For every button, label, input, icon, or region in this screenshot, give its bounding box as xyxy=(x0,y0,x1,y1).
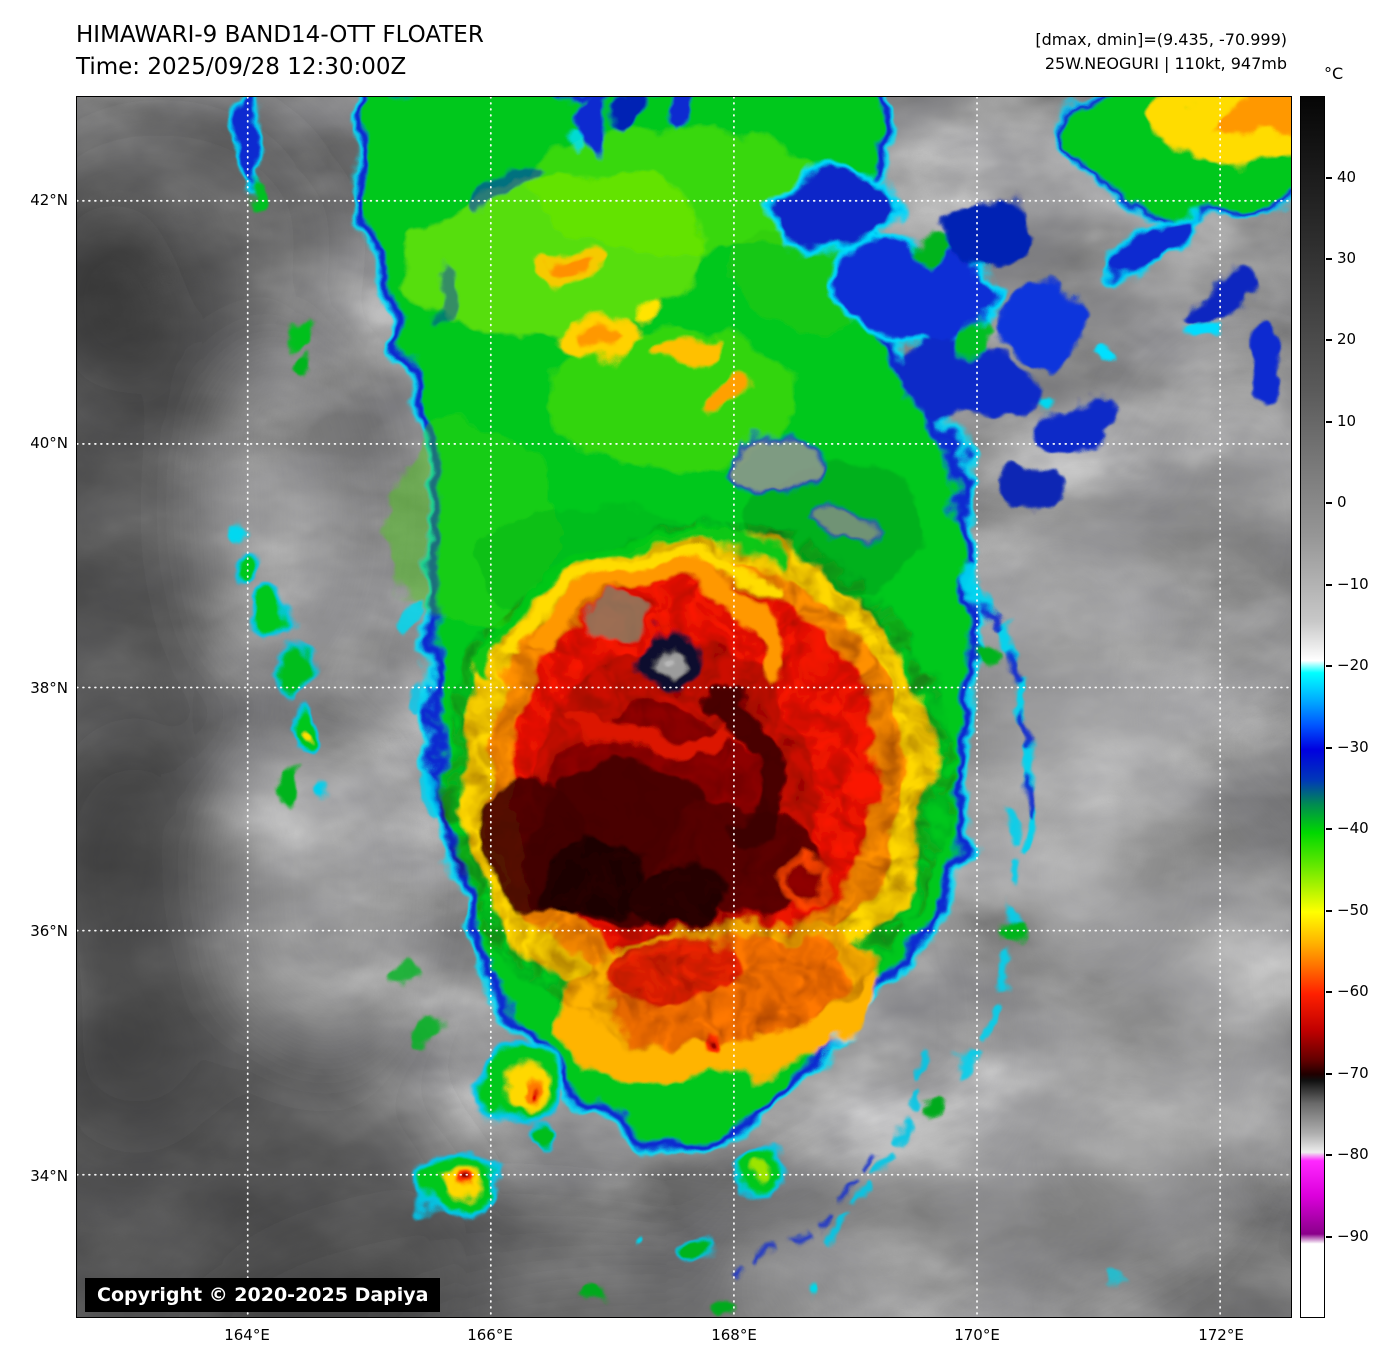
colorbar-tick-label: −70 xyxy=(1337,1064,1369,1082)
colorbar-tickmark xyxy=(1326,910,1332,912)
colorbar-tick-label: 10 xyxy=(1337,412,1357,430)
colorbar-tickmark xyxy=(1326,1073,1332,1075)
lon-label-170e: 170°E xyxy=(954,1326,1000,1344)
lon-label-172e: 172°E xyxy=(1198,1326,1244,1344)
figure-title: HIMAWARI-9 BAND14-OTT FLOATER xyxy=(76,22,484,48)
colorbar-tick-label: −50 xyxy=(1337,901,1369,919)
lat-label-38n: 38°N xyxy=(30,679,68,697)
colorbar-tick-label: 40 xyxy=(1337,168,1357,186)
satellite-image xyxy=(77,97,1291,1317)
west-edge-cells xyxy=(229,97,329,804)
colorbar-tick-label: 0 xyxy=(1337,493,1347,511)
colorbar-tickmark xyxy=(1326,258,1332,260)
east-rainbands xyxy=(732,560,1040,1275)
colorbar-tickmark xyxy=(1326,1154,1332,1156)
lat-label-34n: 34°N xyxy=(30,1167,68,1185)
colorbar-bar xyxy=(1300,96,1325,1318)
colorbar-tickmark xyxy=(1326,584,1332,586)
colorbar-tick-label: −30 xyxy=(1337,738,1369,756)
eyewall-swirl xyxy=(481,527,795,849)
lat-label-36n: 36°N xyxy=(30,922,68,940)
colorbar-tickmark xyxy=(1326,991,1332,993)
colorbar-tickmark xyxy=(1326,1236,1332,1238)
graticule xyxy=(77,97,1291,1317)
lat-label-42n: 42°N xyxy=(30,191,68,209)
colorbar-tickmark xyxy=(1326,339,1332,341)
cold-cloud-features xyxy=(229,97,1291,1311)
lon-label-166e: 166°E xyxy=(467,1326,513,1344)
northeast-corner-cloud xyxy=(1059,97,1291,405)
top-edge-streaks xyxy=(568,97,702,155)
copyright-label: Copyright © 2020-2025 Dapiya xyxy=(85,1278,441,1312)
colorbar-unit: °C xyxy=(1324,64,1344,83)
colorbar-tickmark xyxy=(1326,665,1332,667)
colorbar-tickmark xyxy=(1326,177,1332,179)
colorbar-tick-label: −10 xyxy=(1337,575,1369,593)
southern-convective-cells xyxy=(396,968,1128,1311)
regional-shading xyxy=(77,97,1291,1317)
colorbar-tickmark xyxy=(1326,502,1332,504)
colorbar-tickmark xyxy=(1326,828,1332,830)
upper-shield-warm-spots xyxy=(532,244,872,542)
colorbar: °C 40 30 20 10 0 −10 −20 −30 −40 −50 −60… xyxy=(1300,64,1389,1318)
colorbar-tickmark xyxy=(1326,421,1332,423)
lon-label-168e: 168°E xyxy=(711,1326,757,1344)
upper-right-cold-patches xyxy=(768,165,1120,508)
colorbar-tick-label: −60 xyxy=(1337,982,1369,1000)
figure-time: Time: 2025/09/28 12:30:00Z xyxy=(76,54,407,80)
colorbar-tick-label: 20 xyxy=(1337,330,1357,348)
lon-label-164e: 164°E xyxy=(224,1326,270,1344)
colorbar-tick-label: −20 xyxy=(1337,656,1369,674)
colorbar-tickmark xyxy=(1326,747,1332,749)
eye xyxy=(592,595,695,689)
colorbar-tick-label: −80 xyxy=(1337,1145,1369,1163)
colorbar-tick-label: −40 xyxy=(1337,819,1369,837)
colorbar-tick-label: 30 xyxy=(1337,249,1357,267)
storm-intensity-readout: 25W.NEOGURI | 110kt, 947mb xyxy=(1044,54,1287,73)
east-rainband-cells xyxy=(924,641,1027,1115)
lat-label-40n: 40°N xyxy=(30,434,68,452)
northwest-fringe-flecks xyxy=(395,594,438,812)
colorbar-gradient xyxy=(1301,97,1324,1317)
colorbar-tick-label: −90 xyxy=(1337,1227,1369,1245)
satellite-map: Copyright © 2020-2025 Dapiya xyxy=(76,96,1292,1318)
dmax-dmin-readout: [dmax, dmin]=(9.435, -70.999) xyxy=(1035,30,1287,49)
header-readouts: [dmax, dmin]=(9.435, -70.999) 25W.NEOGUR… xyxy=(1035,28,1287,76)
